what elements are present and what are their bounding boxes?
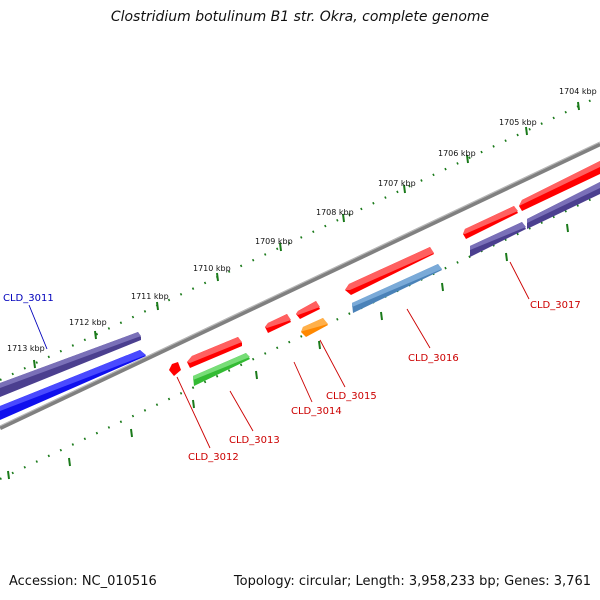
gene-features-lower — [0, 182, 600, 420]
kbp-label-1711: 1711 kbp — [131, 292, 169, 301]
kbp-label-1712: 1712 kbp — [69, 318, 107, 327]
kbp-label-1709: 1709 kbp — [255, 237, 293, 246]
leader-cld3011 — [28, 304, 48, 350]
kbp-label-1704: 1704 kbp — [559, 87, 597, 96]
upper-major-ticks — [33, 101, 580, 369]
gene-label-cld3017: CLD_3017 — [530, 300, 581, 311]
gene-label-cld3012: CLD_3012 — [188, 452, 239, 463]
leader-cld3013 — [229, 390, 254, 432]
leader-cld3015 — [319, 339, 346, 388]
leader-cld3017 — [509, 261, 530, 300]
leader-cld3012 — [176, 376, 211, 449]
lower-major-ticks — [7, 223, 569, 480]
gene-label-cld3014: CLD_3014 — [291, 406, 342, 417]
leader-cld3014 — [293, 361, 313, 403]
label-leaders — [28, 261, 530, 449]
lower-tick-track — [0, 194, 600, 480]
accession-text: Accession: NC_010516 — [9, 574, 157, 589]
gene-cld3012 — [169, 362, 181, 376]
genome-backbone-highlight — [0, 141, 600, 427]
kbp-labels: 1704 kbp 1705 kbp 1706 kbp 1707 kbp 1708… — [7, 87, 597, 353]
gene-label-cld3013: CLD_3013 — [229, 435, 280, 446]
gene-label-cld3015: CLD_3015 — [326, 391, 377, 402]
genome-backbone — [0, 141, 600, 431]
kbp-label-1707: 1707 kbp — [378, 179, 416, 188]
gene-label-cld3011: CLD_3011 — [3, 293, 54, 304]
kbp-label-1706: 1706 kbp — [438, 149, 476, 158]
upper-tick-track — [0, 95, 600, 381]
kbp-label-1710: 1710 kbp — [193, 264, 231, 273]
leader-cld3016 — [406, 308, 431, 349]
kbp-label-1713: 1713 kbp — [7, 344, 45, 353]
gene-features-upper — [0, 161, 600, 397]
map-title: Clostridium botulinum B1 str. Okra, comp… — [110, 9, 490, 25]
kbp-label-1705: 1705 kbp — [499, 118, 537, 127]
topology-summary: Topology: circular; Length: 3,958,233 bp… — [233, 574, 591, 589]
gene-label-cld3016: CLD_3016 — [408, 353, 459, 364]
gene-labels: CLD_3011 CLD_3012 CLD_3013 CLD_3014 CLD_… — [3, 293, 581, 463]
kbp-label-1708: 1708 kbp — [316, 208, 354, 217]
